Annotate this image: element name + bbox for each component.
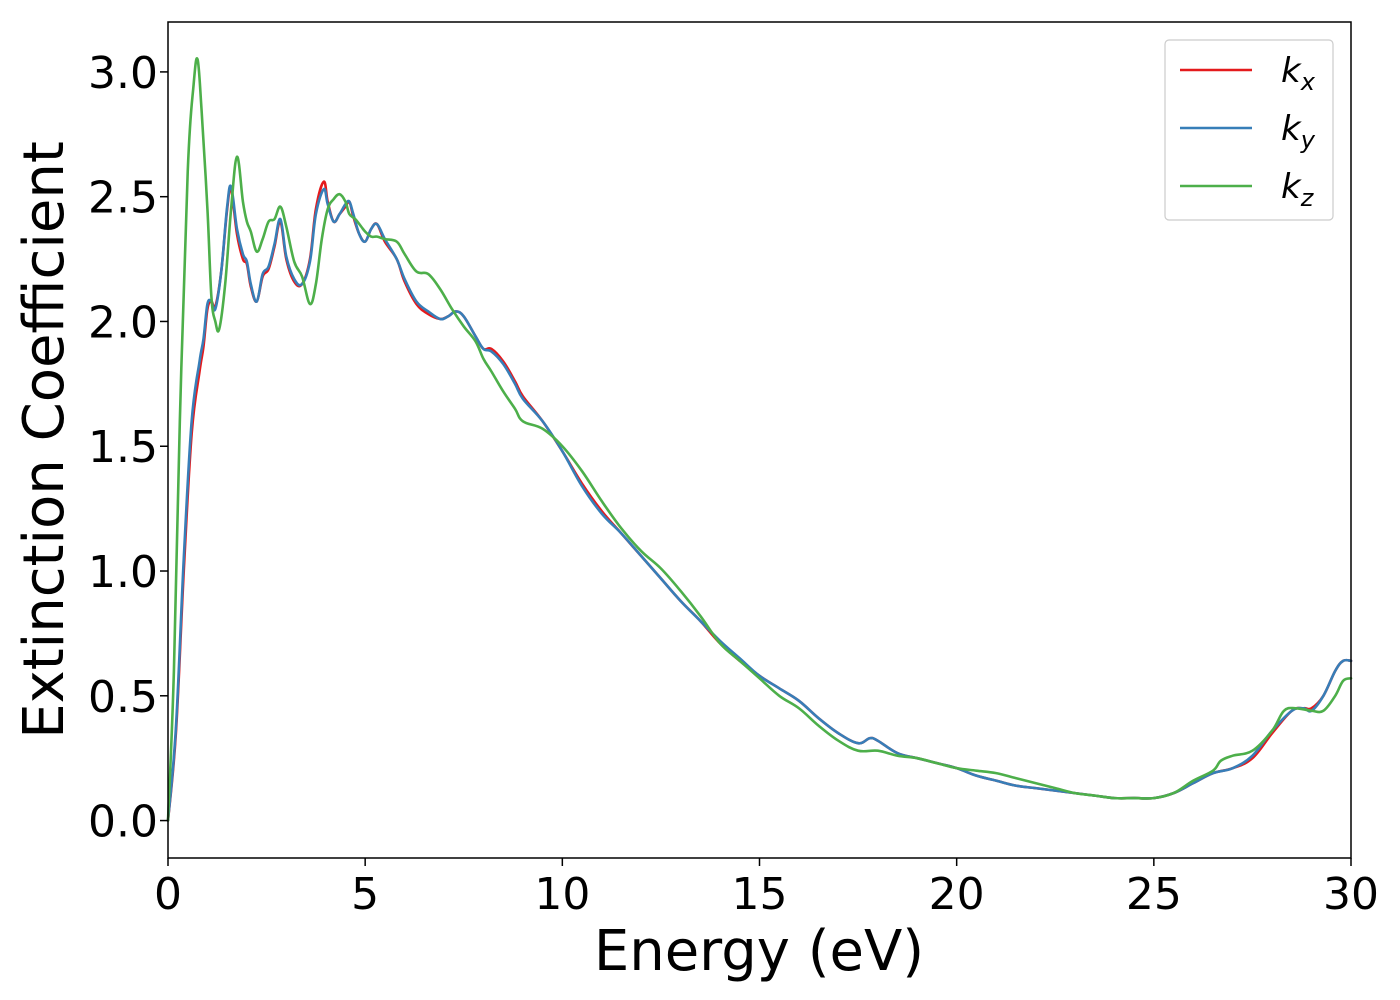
legend-box [1164, 39, 1334, 221]
y-axis-label: Extinction Coefficient [12, 141, 77, 739]
legend-label-main: k [1281, 51, 1302, 91]
legend-label-main: k [1281, 109, 1302, 149]
x-tick-label: 10 [534, 869, 590, 920]
legend-label-sub: x [1300, 68, 1316, 96]
x-tick-label: 5 [351, 869, 379, 920]
legend-label-sub: y [1300, 126, 1316, 154]
x-tick-label: 15 [732, 869, 788, 920]
x-axis-label: Energy (eV) [594, 919, 924, 984]
series-layer [166, 57, 1353, 822]
y-tick-label: 3.0 [88, 48, 158, 99]
legend-label-y: ky [1281, 109, 1316, 154]
x-tick-label: 25 [1126, 869, 1182, 920]
y-tick-label: 1.5 [88, 422, 158, 473]
series-line-z [166, 57, 1353, 822]
legend-label-main: k [1281, 167, 1302, 207]
legend-label-sub: z [1300, 184, 1315, 212]
y-tick-label: 2.0 [88, 297, 158, 348]
y-tick-label: 0.5 [88, 672, 158, 723]
x-tick-label: 20 [929, 869, 985, 920]
x-tick-label: 0 [154, 869, 182, 920]
x-tick-label: 30 [1323, 869, 1379, 920]
y-tick-label: 1.0 [88, 547, 158, 598]
x-ticks: 0 5 10 15 20 25 30 [154, 858, 1379, 920]
y-tick-label: 0.0 [88, 797, 158, 848]
legend-label-x: kx [1281, 51, 1316, 96]
legend-label-z: kz [1281, 167, 1315, 212]
plot-background [168, 22, 1351, 858]
y-tick-label: 2.5 [88, 173, 158, 224]
y-ticks: 0.0 0.5 1.0 1.5 2.0 2.5 3.0 [88, 48, 168, 848]
